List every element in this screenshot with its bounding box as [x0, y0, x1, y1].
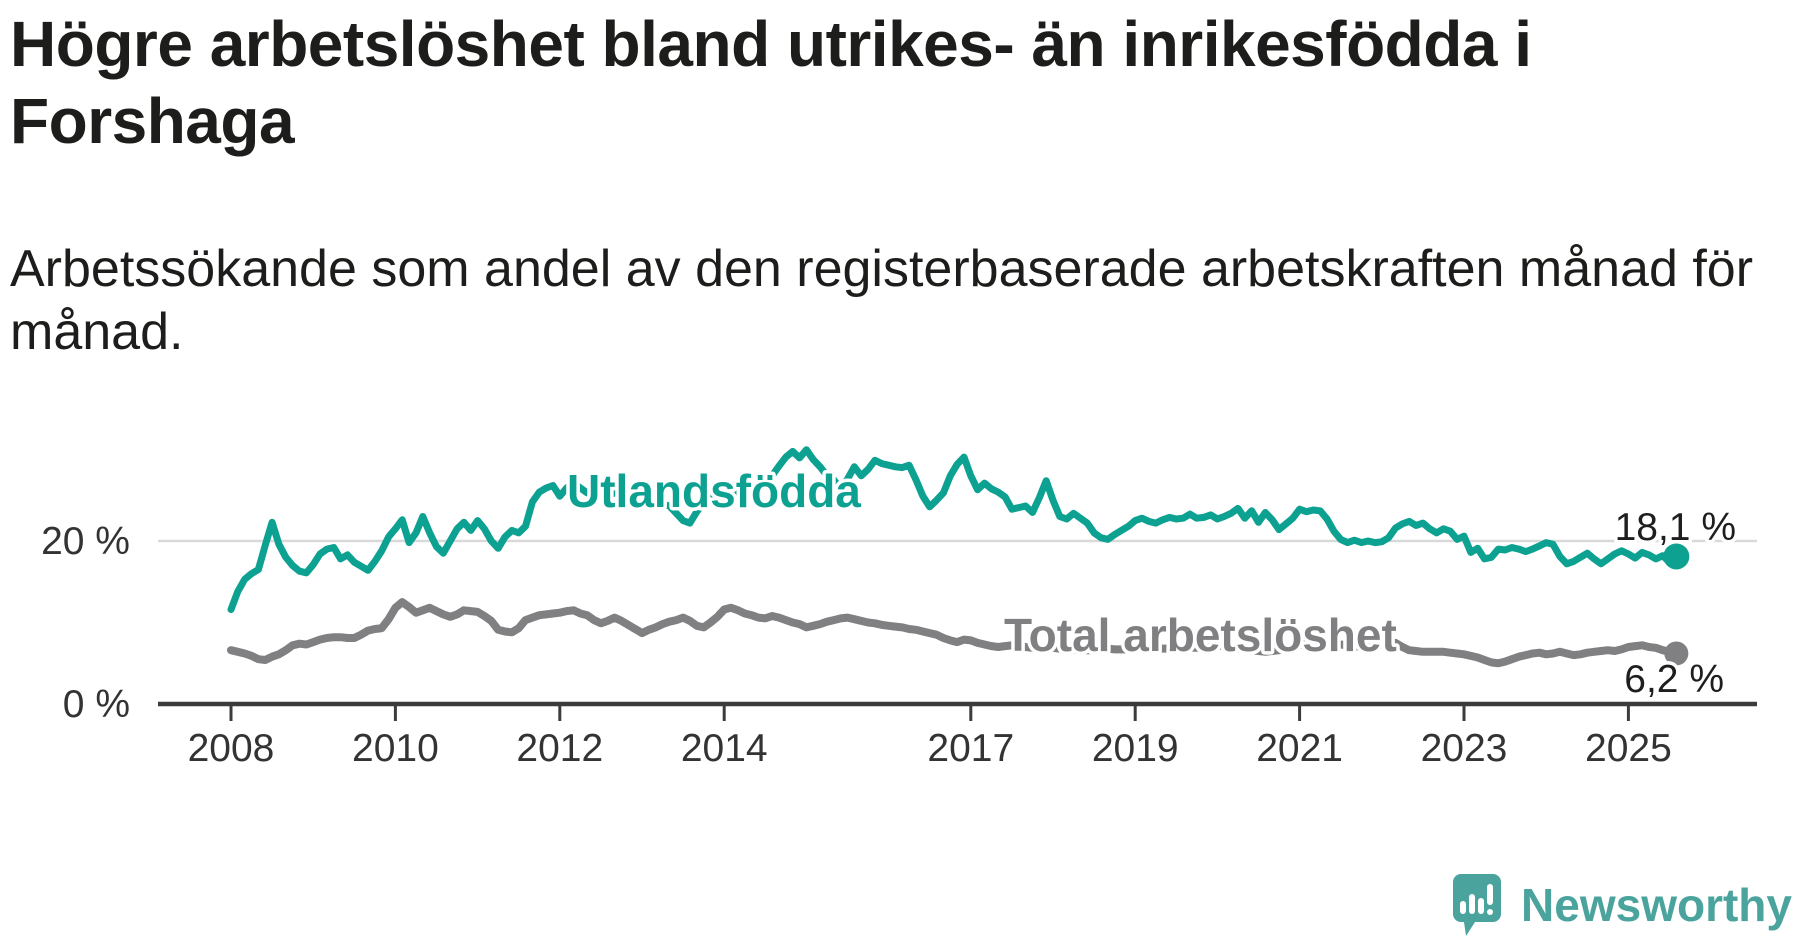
subtitle-line-2: månad. [10, 303, 184, 361]
end-value-annotation-total-arbetsloshet: 6,2 % [1624, 658, 1724, 701]
newsworthy-logo-text: Newsworthy [1521, 879, 1792, 931]
end-value-annotation-utlandsfodda: 18,1 % [1615, 506, 1736, 549]
x-axis-tick-label-2017: 2017 [927, 727, 1014, 770]
series-label-total-arbetsloshet: Total arbetslöshet [1004, 609, 1397, 661]
x-axis-tick-label-2008: 2008 [188, 727, 275, 770]
series-label-utlandsfodda: Utlandsfödda [567, 465, 861, 517]
x-axis-tick-label-2019: 2019 [1092, 727, 1179, 770]
newsworthy-logo: Newsworthy [1451, 872, 1792, 938]
subtitle-line-1: Arbetssökande som andel av den registerb… [10, 240, 1754, 298]
newsworthy-speech-bubble-chart-icon [1453, 874, 1502, 936]
series-line-total-arbetsloshet [227, 598, 1681, 668]
page-title: Högre arbetslöshet bland utrikes- än inr… [10, 6, 1532, 160]
series-end-dot-utlandsfodda [1663, 543, 1690, 570]
x-axis-tick-label-2023: 2023 [1421, 727, 1508, 770]
y-axis-tick-label-20: 20 % [41, 520, 130, 563]
x-axis-tick-label-2014: 2014 [681, 727, 768, 770]
x-axis-tick-label-2012: 2012 [516, 727, 603, 770]
y-axis-tick-label-0: 0 % [63, 683, 130, 726]
chart-subtitle: Arbetssökande som andel av den registerb… [10, 238, 1753, 364]
series-line-utlandsfodda [227, 446, 1680, 613]
series-end-dot-total-arbetsloshet [1664, 641, 1689, 666]
title-line-2: Forshaga [10, 85, 295, 157]
x-axis-tick-label-2025: 2025 [1585, 727, 1672, 770]
x-axis-tick-label-2010: 2010 [352, 727, 439, 770]
x-axis-tick-label-2021: 2021 [1256, 727, 1343, 770]
title-line-1: Högre arbetslöshet bland utrikes- än inr… [10, 8, 1532, 80]
